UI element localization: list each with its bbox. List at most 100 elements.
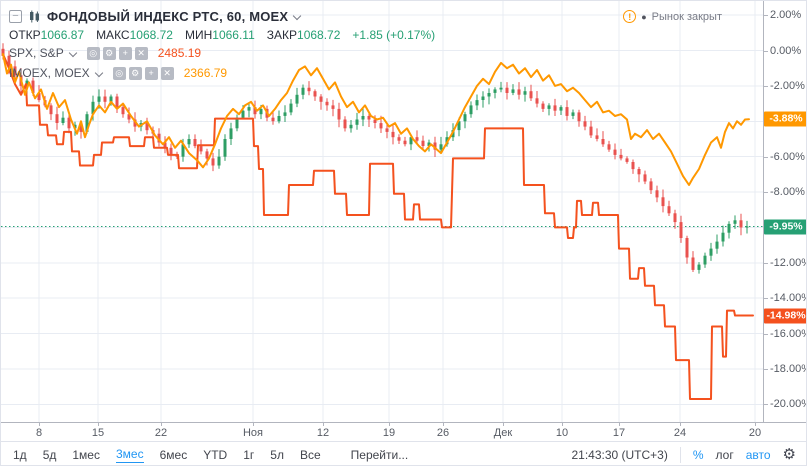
range-6m[interactable]: 6мес [159,447,188,462]
settings-gear-icon[interactable]: ⚙ [782,446,796,463]
add-series-icon[interactable]: + [144,66,158,80]
candle-body [91,101,95,115]
remove-series-icon[interactable]: ✕ [160,66,174,80]
candle-body [487,93,491,97]
time-axis-tick [755,423,756,426]
range-ytd[interactable]: YTD [203,447,228,462]
candle-body [715,241,719,249]
time-axis-tick [389,423,390,426]
candle-body [343,119,347,129]
candle-body [433,142,437,150]
candle-body [667,206,671,214]
candle-body [373,119,377,123]
percent-scale-toggle[interactable]: % [692,447,704,462]
log-scale-toggle[interactable]: лог [715,447,734,462]
candle-body [229,128,233,139]
clock-time[interactable]: 21:43:30 (UTC+3) [571,447,668,462]
series-settings-icon[interactable]: ⚙ [128,66,142,80]
add-series-icon[interactable]: + [118,46,132,60]
hide-series-icon[interactable]: ◎ [112,66,126,80]
bottom-toolbar: 1д 5д 1мес 3мес 6мес YTD 1г 5л Все Перей… [1,441,806,465]
candle-body [97,96,101,102]
candle-body [595,135,599,139]
candle-body [631,162,635,170]
auto-scale-toggle[interactable]: авто [745,447,771,462]
open-value: 1066.87 [40,27,85,42]
time-axis[interactable]: 8 15 22 Ноя 12 19 26 Дек 10 17 24 20 [1,422,806,442]
candle-body [643,174,647,182]
collapse-legend-icon[interactable]: − [9,10,22,23]
high-value: 1068.72 [129,27,173,42]
time-axis-label: 19 [382,427,396,439]
candle-body [307,87,311,92]
time-axis-tick [161,423,162,426]
time-axis-label: 10 [555,427,569,439]
time-axis-label: 26 [436,427,450,439]
candle-body [181,144,185,157]
candle-body [577,112,581,122]
range-1m[interactable]: 1мес [72,447,100,462]
toolbar-right: 21:43:30 (UTC+3) % лог авто ⚙ [571,446,796,463]
candle-body [403,140,407,145]
compare-spx-name: SPX, S&P [9,46,64,60]
high-label: МАКС [96,27,130,42]
range-all[interactable]: Все [299,447,321,462]
chevron-down-icon[interactable] [96,68,103,75]
compare-row-spx[interactable]: SPX, S&P ◎ ⚙ + ✕ 2485.19 [9,43,435,63]
candle-body [481,96,485,100]
candle-body [1,48,5,56]
range-5d[interactable]: 5д [42,447,57,462]
candle-body [541,103,545,109]
chevron-down-icon[interactable] [294,11,301,18]
time-axis-label: Дек [493,427,513,439]
compare-row-imoex[interactable]: IMOEX, MOEX ◎ ⚙ + ✕ 2366.79 [9,63,435,83]
remove-series-icon[interactable]: ✕ [134,46,148,60]
spx-series-line [2,53,754,400]
price-axis[interactable]: 2.00% 0.00% -2.00% -6.00% -8.00% -12.00% -14.0… [763,1,806,422]
price-axis-label: -14.00% [764,292,806,304]
time-axis-tick [562,423,563,426]
chevron-down-icon[interactable] [70,48,77,55]
chart-plot-area[interactable] [1,1,763,422]
candle-body [493,89,497,93]
candle-body [301,87,305,95]
symbol-title-row[interactable]: − ФОНДОВЫЙ ИНДЕКС РТС, 60, MOEX [9,7,435,26]
candle-body [613,149,617,155]
candle-body [673,213,677,223]
price-axis-label: -20.00% [764,398,806,410]
price-axis-label: 0.00% [763,44,802,57]
range-3m[interactable]: 3мес [115,447,144,463]
time-axis-tick [39,423,40,426]
candle-body [127,114,131,120]
candle-body [277,116,281,122]
goto-date-button[interactable]: Перейти... [350,447,409,462]
candle-body [583,121,587,127]
candle-body [85,114,89,132]
candle-body [709,248,713,256]
candle-body [187,139,191,145]
time-axis-tick [619,423,620,426]
time-axis-label: Ноя [242,427,264,439]
range-1y[interactable]: 1г [243,447,255,462]
series-settings-icon[interactable]: ⚙ [102,46,116,60]
time-axis-tick [503,423,504,426]
last-price-badge: -14.98% [764,308,806,323]
candle-body [349,124,353,129]
hide-series-icon[interactable]: ◎ [86,46,100,60]
time-axis-label: 22 [154,427,168,439]
candle-body [385,128,389,132]
range-5y[interactable]: 5л [270,447,284,462]
candle-body [79,124,83,132]
candle-body [169,147,173,155]
candle-body [121,107,125,115]
range-1d[interactable]: 1д [13,447,27,462]
time-axis-label: 24 [673,427,687,439]
candle-body [367,116,371,120]
time-axis-tick [98,423,99,426]
alert-icon[interactable]: ! [623,10,637,23]
price-axis-label: -12.00% [764,257,806,269]
candle-body [553,105,557,111]
candle-body [499,87,503,90]
time-axis-label: 8 [35,427,43,439]
